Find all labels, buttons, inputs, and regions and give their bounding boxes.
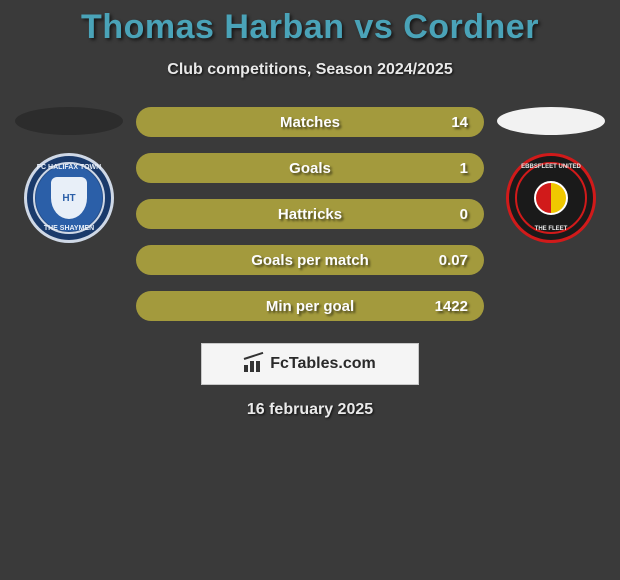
right-crest-ball: [534, 181, 568, 215]
stat-label: Goals: [289, 160, 331, 177]
stat-bar: Matches 14: [136, 107, 484, 137]
stat-value: 0.07: [439, 252, 468, 269]
stat-bar: Hattricks 0: [136, 199, 484, 229]
right-team-crest: EBBSFLEET UNITED THE FLEET: [506, 153, 596, 243]
left-side: FC HALIFAX TOWN HT THE SHAYMEN: [14, 107, 124, 243]
subtitle: Club competitions, Season 2024/2025: [0, 61, 620, 79]
left-shadow-ellipse: [15, 107, 123, 135]
stat-label: Matches: [280, 114, 340, 131]
stat-label: Min per goal: [266, 298, 354, 315]
right-crest-bottom-text: THE FLEET: [509, 226, 593, 232]
stat-label: Goals per match: [251, 252, 369, 269]
left-team-crest: FC HALIFAX TOWN HT THE SHAYMEN: [24, 153, 114, 243]
left-crest-shield: HT: [51, 177, 87, 219]
stat-bar: Goals per match 0.07: [136, 245, 484, 275]
stat-bar: Goals 1: [136, 153, 484, 183]
brand-text: FcTables.com: [270, 355, 376, 373]
stat-value: 0: [460, 206, 468, 223]
stat-value: 1: [460, 160, 468, 177]
stat-value: 14: [451, 114, 468, 131]
left-crest-bottom-text: THE SHAYMEN: [27, 225, 111, 232]
right-side: EBBSFLEET UNITED THE FLEET: [496, 107, 606, 243]
right-crest-top-text: EBBSFLEET UNITED: [509, 164, 593, 170]
stat-label: Hattricks: [278, 206, 342, 223]
left-crest-top-text: FC HALIFAX TOWN: [27, 164, 111, 171]
comparison-content: FC HALIFAX TOWN HT THE SHAYMEN Matches 1…: [0, 107, 620, 321]
stat-value: 1422: [435, 298, 468, 315]
date-label: 16 february 2025: [0, 401, 620, 419]
stats-bars: Matches 14 Goals 1 Hattricks 0 Goals per…: [136, 107, 484, 321]
brand-box[interactable]: FcTables.com: [201, 343, 419, 385]
chart-icon: [244, 356, 264, 372]
page-title: Thomas Harban vs Cordner: [0, 0, 620, 47]
stat-bar: Min per goal 1422: [136, 291, 484, 321]
right-shadow-ellipse: [497, 107, 605, 135]
